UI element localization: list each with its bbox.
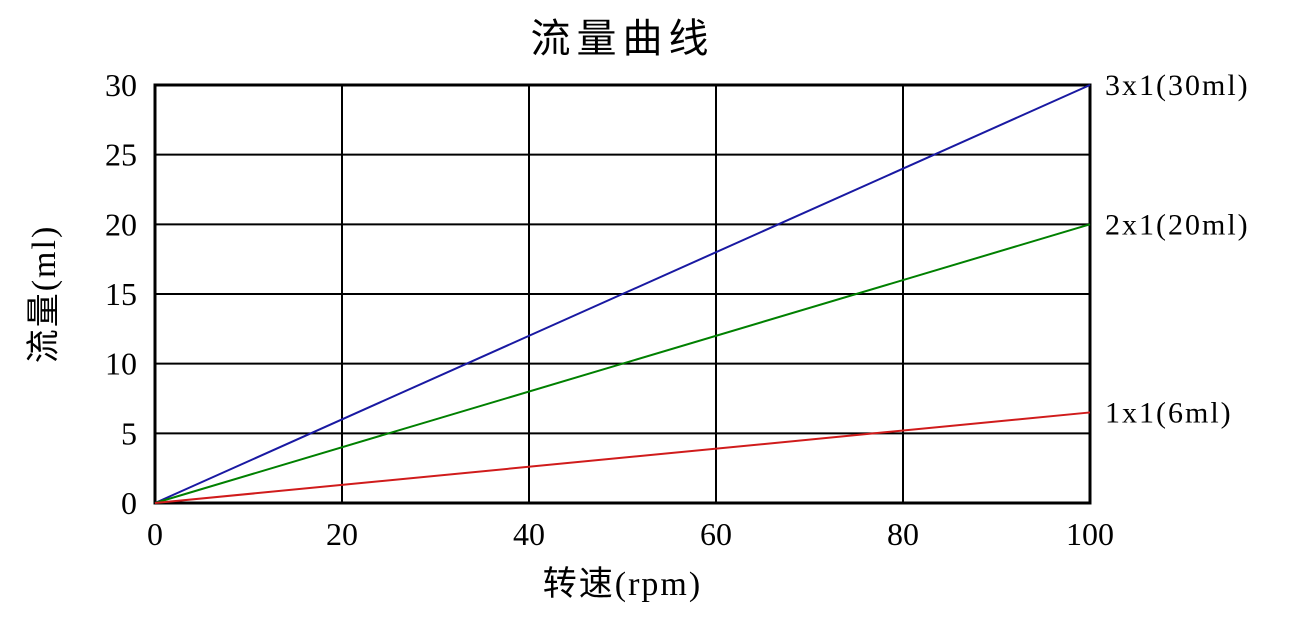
- x-tick-label: 20: [326, 516, 358, 552]
- series-label: 2x1(20ml): [1105, 208, 1250, 241]
- y-tick-label: 30: [105, 67, 137, 103]
- x-tick-label: 80: [887, 516, 919, 552]
- x-tick-label: 40: [513, 516, 545, 552]
- y-tick-label: 15: [105, 276, 137, 312]
- chart-svg: 流量曲线 0 20 40 60 80 100 0 5 10 15 20 25 30 转速(rpm) 流量(ml…: [0, 0, 1299, 635]
- series-label: 3x1(30ml): [1105, 69, 1250, 102]
- series-line: [155, 412, 1090, 503]
- x-tick-label: 100: [1066, 516, 1114, 552]
- y-axis-label: 流量(ml): [25, 225, 63, 364]
- x-tick-label: 0: [147, 516, 163, 552]
- y-tick-label: 0: [121, 485, 137, 521]
- flow-chart: 流量曲线 0 20 40 60 80 100 0 5 10 15 20 25 30 转速(rpm) 流量(ml…: [0, 0, 1299, 635]
- y-tick-label: 25: [105, 137, 137, 173]
- x-axis-label: 转速(rpm): [543, 565, 702, 603]
- y-tick-label: 5: [121, 415, 137, 451]
- x-tick-label: 60: [700, 516, 732, 552]
- y-tick-label: 10: [105, 346, 137, 382]
- series-label: 1x1(6ml): [1105, 396, 1233, 429]
- chart-title: 流量曲线: [531, 16, 715, 61]
- y-tick-label: 20: [105, 206, 137, 242]
